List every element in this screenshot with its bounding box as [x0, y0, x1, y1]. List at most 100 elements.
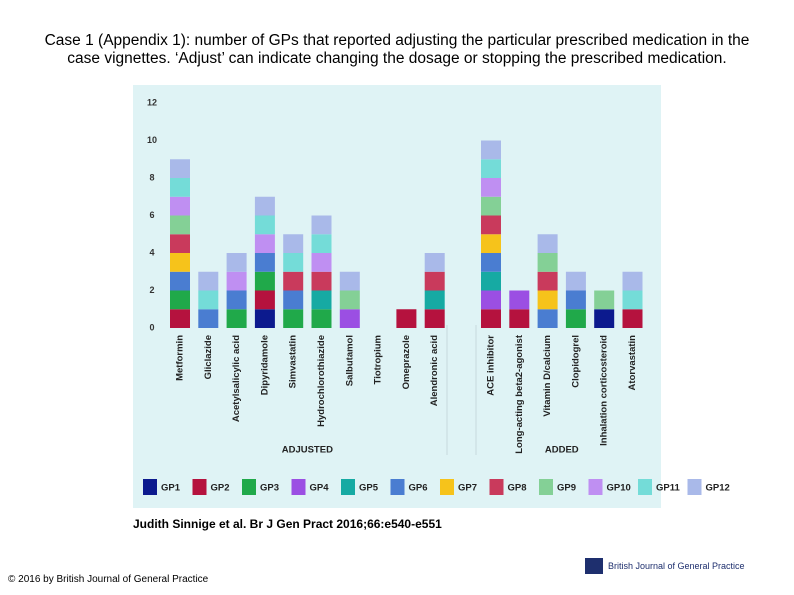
bar-segment	[424, 309, 445, 328]
legend-label: GP11	[656, 483, 680, 494]
bar-segment	[283, 309, 304, 328]
bar-segment	[283, 290, 304, 310]
legend-swatch	[638, 479, 652, 495]
x-tick-label: Hydrochlorothiazide	[316, 335, 327, 427]
legend-swatch	[539, 479, 553, 495]
bar-segment	[170, 234, 190, 253]
bar-segment	[339, 309, 360, 328]
bar-segment	[424, 290, 445, 310]
x-tick-label: Metformin	[175, 335, 186, 381]
bar-segment	[481, 178, 501, 197]
group-label: ADDED	[545, 445, 579, 456]
bar-segment	[509, 290, 530, 310]
bar-segment	[254, 234, 275, 253]
legend-swatch	[440, 479, 454, 495]
bar-segment	[226, 290, 247, 310]
x-tick-label: Long-acting beta2-agonist	[514, 334, 525, 454]
x-tick-label: Alendronic acid	[429, 335, 440, 406]
bar-segment	[537, 290, 558, 310]
legend-label: GP12	[706, 483, 730, 494]
legend-swatch	[687, 479, 702, 495]
bar-segment	[622, 309, 643, 328]
bar-segment	[226, 271, 247, 291]
bar-segment	[396, 309, 417, 328]
legend-label: GP7	[458, 483, 477, 494]
bar-segment	[170, 253, 190, 272]
bar-segment	[339, 271, 360, 291]
x-tick-label: Omeprazole	[401, 335, 412, 389]
bar-segment	[481, 253, 501, 272]
bar-segment	[481, 196, 501, 216]
bar-segment	[226, 253, 247, 272]
bar-segment	[565, 309, 586, 328]
legend-swatch	[390, 479, 405, 495]
x-tick-label: Inhalation corticosteroid	[599, 335, 610, 446]
x-tick-label: Vitamin D/calcium	[542, 335, 553, 417]
x-tick-label: Tiotropium	[373, 335, 384, 384]
bar-segment	[170, 215, 190, 235]
legend-swatch	[242, 479, 256, 495]
bar-segment	[509, 309, 530, 328]
x-tick-label: Simvastatin	[288, 335, 299, 389]
logo-text: British Journal of General Practice	[608, 561, 745, 571]
bar-segment	[254, 196, 275, 216]
legend-swatch	[489, 479, 504, 495]
bar-segment	[565, 271, 586, 291]
bar-segment	[170, 309, 190, 328]
x-tick-label: Dipyridamole	[259, 335, 270, 395]
logo: British Journal of General Practice	[585, 558, 745, 574]
bar-segment	[311, 290, 332, 310]
x-tick-label: Gliclazide	[203, 335, 214, 379]
bar-segment	[283, 271, 304, 291]
legend-label: GP2	[211, 483, 230, 494]
bar-segment	[424, 253, 445, 272]
bar-segment	[254, 290, 275, 310]
title: Case 1 (Appendix 1): number of GPs that …	[44, 32, 750, 67]
legend-swatch	[341, 479, 355, 495]
legend-label: GP3	[260, 483, 279, 494]
bar-segment	[254, 215, 275, 235]
y-tick-label: 0	[149, 322, 154, 332]
bar-segment	[170, 290, 190, 310]
bar-segment	[170, 178, 190, 197]
bar-segment	[537, 253, 558, 272]
bar-segment	[481, 215, 501, 235]
bar-segment	[283, 253, 304, 272]
group-label: ADJUSTED	[282, 445, 333, 456]
legend-label: GP1	[161, 483, 181, 494]
bar-segment	[481, 271, 501, 291]
bar-segment	[537, 234, 558, 253]
bar-segment	[565, 290, 586, 310]
bar-segment	[481, 234, 501, 253]
legend-swatch	[143, 479, 157, 495]
bar-segment	[254, 309, 275, 328]
bar-segment	[594, 309, 615, 328]
bar-segment	[481, 290, 501, 310]
legend-label: GP8	[508, 483, 527, 494]
bar-segment	[170, 159, 190, 178]
x-tick-label: Salbutamol	[344, 335, 355, 386]
legend-label: GP4	[310, 483, 330, 494]
bar-segment	[537, 271, 558, 291]
bar-segment	[311, 253, 332, 272]
bar-segment	[481, 159, 501, 178]
y-tick-label: 8	[149, 172, 154, 182]
bar-segment	[622, 271, 643, 291]
bar-segment	[311, 309, 332, 328]
bar-segment	[283, 234, 304, 253]
bar-segment	[198, 309, 219, 328]
bar-segment	[537, 309, 558, 328]
bar-segment	[424, 271, 445, 291]
bar-segment	[226, 309, 247, 328]
x-tick-label: Acetylsalicylic acid	[231, 335, 242, 422]
bar-segment	[594, 290, 615, 310]
bar-segment	[170, 196, 190, 216]
legend-label: GP6	[409, 483, 428, 494]
copyright: © 2016 by British Journal of General Pra…	[8, 574, 209, 585]
bar-segment	[339, 290, 360, 310]
citation: Judith Sinnige et al. Br J Gen Pract 201…	[133, 517, 442, 531]
bar-segment	[481, 140, 501, 160]
y-tick-label: 2	[149, 285, 154, 295]
legend-swatch	[192, 479, 207, 495]
